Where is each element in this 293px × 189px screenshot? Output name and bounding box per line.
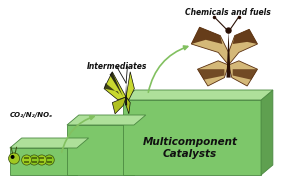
Polygon shape: [233, 69, 258, 80]
Polygon shape: [67, 115, 146, 125]
Polygon shape: [67, 125, 134, 175]
Polygon shape: [10, 148, 77, 175]
Polygon shape: [229, 61, 258, 86]
Polygon shape: [77, 138, 89, 175]
Polygon shape: [197, 69, 224, 80]
Polygon shape: [112, 97, 126, 114]
Polygon shape: [126, 97, 130, 114]
Polygon shape: [39, 157, 44, 160]
Text: Intermediates: Intermediates: [87, 62, 147, 71]
Circle shape: [11, 156, 14, 158]
Polygon shape: [104, 72, 126, 100]
Polygon shape: [32, 160, 37, 163]
Polygon shape: [39, 160, 44, 163]
Polygon shape: [32, 157, 37, 160]
Polygon shape: [24, 157, 29, 160]
Circle shape: [29, 155, 39, 165]
Polygon shape: [110, 72, 123, 97]
Text: CO₂/N₂/NOₓ: CO₂/N₂/NOₓ: [10, 112, 53, 118]
Text: Multicomponent
Catalysts: Multicomponent Catalysts: [143, 137, 238, 159]
Polygon shape: [197, 61, 229, 86]
Polygon shape: [261, 90, 273, 175]
Polygon shape: [24, 160, 29, 163]
Polygon shape: [233, 29, 258, 44]
Circle shape: [22, 155, 32, 165]
Circle shape: [37, 155, 47, 165]
Polygon shape: [226, 31, 231, 78]
Polygon shape: [123, 90, 273, 100]
Polygon shape: [47, 157, 52, 160]
Polygon shape: [104, 83, 119, 94]
Polygon shape: [191, 27, 229, 65]
Polygon shape: [229, 29, 258, 65]
Polygon shape: [191, 27, 222, 44]
Circle shape: [226, 28, 231, 33]
Polygon shape: [126, 72, 134, 100]
Text: Chemicals and fuels: Chemicals and fuels: [185, 8, 271, 17]
Circle shape: [8, 153, 20, 164]
Circle shape: [44, 155, 54, 165]
Polygon shape: [10, 138, 89, 148]
Polygon shape: [123, 100, 261, 175]
Polygon shape: [134, 115, 146, 175]
Polygon shape: [125, 83, 127, 105]
Polygon shape: [47, 160, 52, 163]
